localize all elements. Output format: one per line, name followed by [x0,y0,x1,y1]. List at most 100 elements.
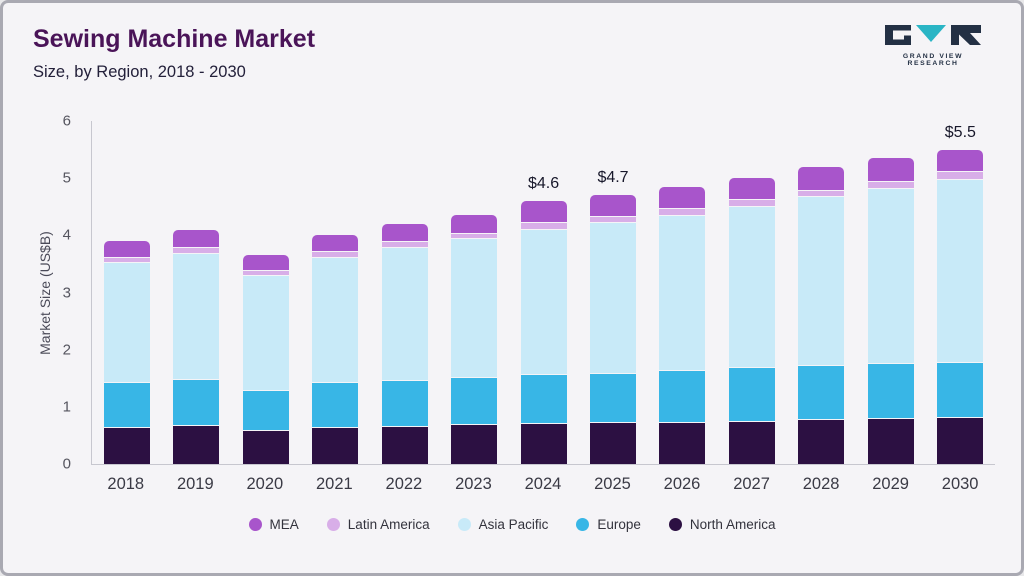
value-annotation: $4.7 [597,169,629,187]
bar-segment-mea [798,166,845,190]
stacked-bar [173,229,220,464]
y-tick-label: 5 [62,169,71,187]
x-tick-label: 2019 [176,475,214,493]
bar-segment-latin-america [867,181,914,189]
bar-column: $4.6 [509,121,578,464]
bar-segment-north-america [312,426,359,464]
bar-column [300,121,369,464]
bar-column: $4.7 [578,121,647,464]
bar-segment-europe [867,363,914,419]
bar-segment-asia-pacific [590,222,637,373]
x-tick-label: 2022 [385,475,423,493]
bar-segment-asia-pacific [103,262,150,383]
bar-segment-latin-america [937,171,984,179]
logo-monogram-icon [885,25,981,45]
bar-segment-mea [242,255,289,271]
bar-column [161,121,230,464]
x-tick-label: 2030 [941,475,979,493]
stacked-bar [798,166,845,464]
plot-area: $4.6 $4.7 $5.5 [91,121,995,465]
x-axis: 2018 2019 2020 2021 2022 2023 2024 2025 2026 2027… [91,475,995,494]
bar-segment-north-america [728,420,775,464]
bar-segment-asia-pacific [520,228,567,375]
y-axis: 0 1 2 3 4 5 6 [47,113,81,473]
bar-column [370,121,439,464]
stacked-bar [659,186,706,464]
y-tick-label: 1 [62,398,71,416]
legend-item-north-america: North America [668,517,775,532]
bar-segment-latin-america [798,189,845,197]
bar-segment-asia-pacific [381,246,428,380]
bar-segment-mea [520,201,567,223]
bar-column [231,121,300,464]
x-tick-label: 2029 [872,475,909,493]
bar-segment-mea [659,186,706,208]
bar-segment-north-america [659,421,706,464]
legend-swatch-icon [326,518,340,531]
x-tick-label: 2028 [802,475,840,493]
x-tick-label: 2020 [246,475,284,493]
bar-segment-mea [103,241,150,257]
stacked-bar [103,241,150,464]
x-tick-label: 2021 [316,475,353,493]
bar-segment-europe [590,372,637,423]
legend-item-mea: MEA [248,517,299,532]
bar-column [856,121,925,464]
y-tick-label: 2 [62,341,71,359]
bar-segment-latin-america [173,246,220,253]
bar-column [787,121,856,464]
bar-segment-north-america [242,429,289,464]
bar-segment-mea [590,195,637,216]
stacked-bar [590,195,637,464]
stacked-bar [937,149,984,464]
stacked-bar [242,255,289,464]
logo-text: GRAND VIEW RESEARCH [902,53,964,67]
bar-segment-europe [798,365,845,420]
bar-segment-asia-pacific [451,238,498,377]
bar-segment-mea [867,158,914,182]
bar-segment-north-america [520,422,567,464]
legend-swatch-icon [248,518,262,531]
bar-segment-mea [381,223,428,242]
x-tick-label: 2026 [663,475,701,493]
bar-segment-mea [173,229,220,247]
bar-segment-europe [381,379,428,426]
bar-segment-europe [451,376,498,424]
bar-segment-mea [728,178,775,199]
legend-item-latin-america: Latin America [326,517,430,532]
bar-segment-europe [728,367,775,421]
bar-column [648,121,717,464]
bar-segment-europe [520,374,567,423]
bar-segment-north-america [451,423,498,464]
stacked-bar [520,201,567,464]
value-annotation: $5.5 [944,123,976,141]
legend-label: Asia Pacific [478,517,549,532]
bar-segment-mea [937,149,984,172]
bar-segment-europe [659,370,706,422]
page-subtitle: Size, by Region, 2018 - 2030 [33,63,246,81]
bar-segment-north-america [590,422,637,464]
legend-label: Europe [597,517,641,532]
bar-segment-latin-america [242,270,289,276]
bar-segment-asia-pacific [312,256,359,383]
bar-segment-europe [242,389,289,430]
bar-segment-asia-pacific [867,188,914,364]
legend-swatch-icon [457,518,471,531]
bar-segment-asia-pacific [659,214,706,371]
stacked-bar [312,235,359,464]
legend-label: MEA [269,517,299,532]
legend-swatch-icon [576,518,590,531]
bar-segment-latin-america [659,207,706,215]
bar-segment-europe [103,382,150,427]
bar-segment-asia-pacific [173,252,220,380]
grand-view-research-logo: GRAND VIEW RESEARCH [881,25,985,67]
legend: MEA Latin America Asia Pacific Europe North … [3,517,1021,532]
bar-segment-asia-pacific [798,196,845,366]
bar-column: $5.5 [926,121,995,464]
bar-segment-latin-america [451,232,498,239]
bar-segment-latin-america [381,241,428,247]
bar-segment-mea [451,215,498,233]
bar-segment-europe [173,379,220,426]
bar-column [92,121,161,464]
